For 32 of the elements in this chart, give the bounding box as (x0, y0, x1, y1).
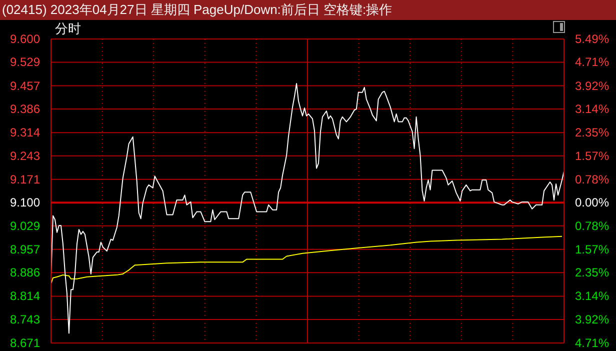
y2-tick-label: 3.14% (575, 289, 610, 304)
y2-tick-label: 3.14% (575, 102, 610, 116)
line-series (50, 236, 563, 284)
y-tick-label: 9.600 (10, 32, 40, 46)
y2-tick-label: 0.78% (575, 172, 610, 186)
y-tick-label: 8.743 (10, 312, 40, 326)
y2-tick-label: 3.92% (575, 312, 610, 326)
y-tick-label: 9.029 (10, 218, 40, 233)
y2-tick-label: 1.57% (575, 148, 610, 163)
y2-tick-label: 4.71% (575, 55, 610, 70)
y2-tick-label: 3.92% (575, 78, 610, 93)
y-tick-label: 9.100 (10, 196, 40, 210)
y-tick-label: 8.957 (10, 242, 40, 256)
y-tick-label: 9.243 (10, 148, 40, 163)
chart-title: (02415) 2023年04月27日 星期四 PageUp/Down:前后日 空格键:操作 (0, 0, 616, 20)
y-tick-label: 8.814 (10, 289, 40, 304)
y-tick-label: 8.671 (10, 336, 40, 350)
y-tick-label: 8.886 (10, 266, 40, 280)
y-tick-label: 9.314 (10, 126, 40, 140)
chart-subtitle: 分时 (55, 20, 81, 37)
y2-tick-label: 2.35% (575, 266, 610, 280)
y2-tick-label: 4.71% (575, 336, 610, 350)
y-tick-label: 9.386 (10, 102, 40, 116)
y2-tick-label: 0.00% (575, 196, 610, 210)
y2-tick-label: 5.49% (575, 32, 610, 46)
y-tick-label: 9.171 (10, 172, 40, 186)
y2-tick-label: 1.57% (575, 242, 610, 256)
y2-tick-label: 0.78% (575, 218, 610, 233)
y-tick-label: 9.457 (10, 78, 40, 93)
line-series (50, 83, 564, 334)
y-tick-label: 9.529 (10, 55, 40, 70)
y2-tick-label: 2.35% (575, 126, 610, 140)
